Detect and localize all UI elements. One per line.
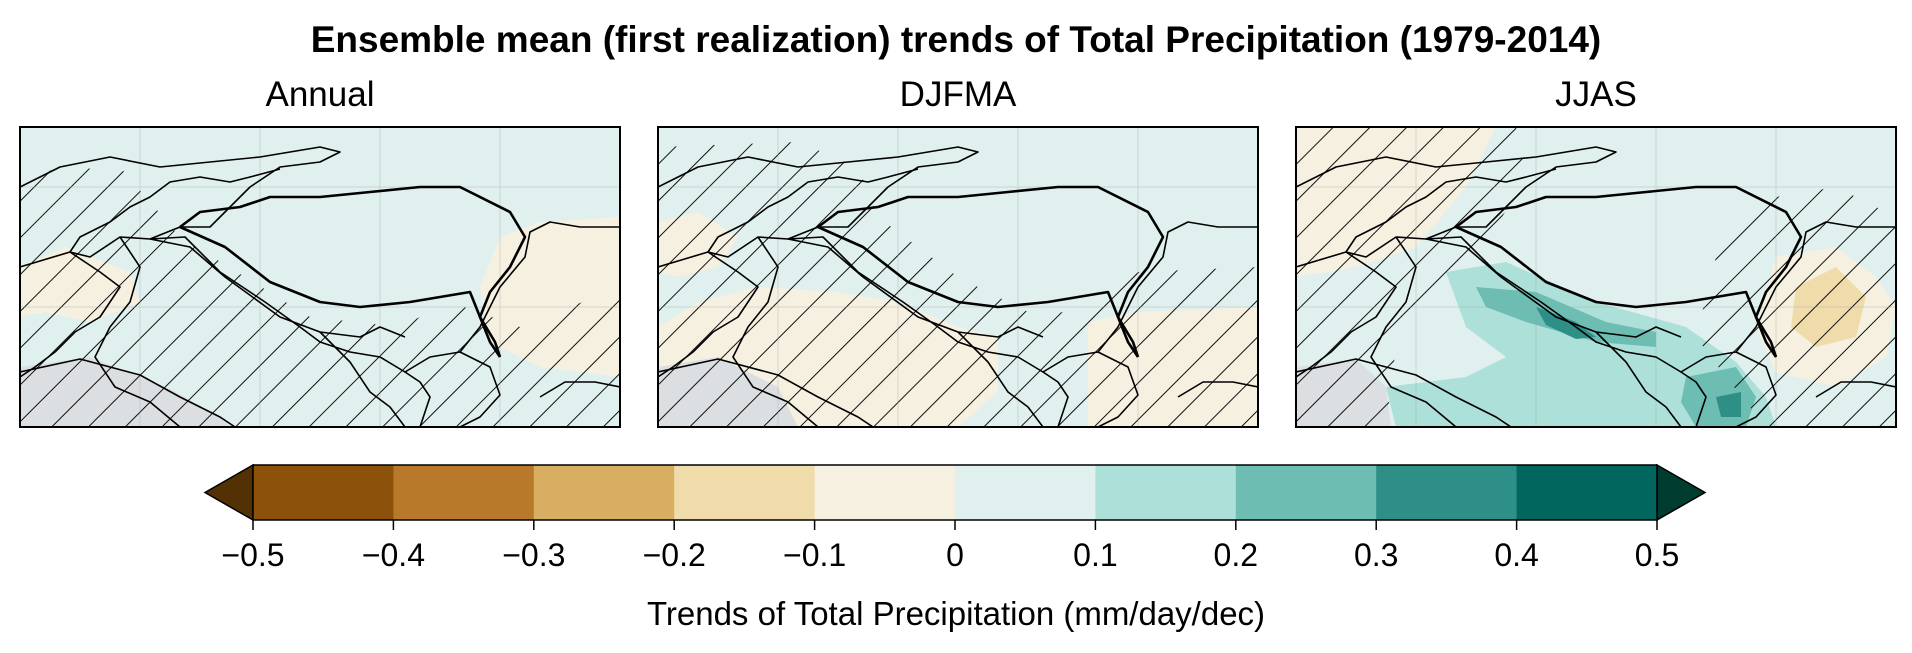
colorbar-tick-label: −0.3 [502, 537, 565, 573]
plateau-contour [1455, 185, 1803, 358]
country-borders [1296, 146, 1896, 427]
colorbar-segment [1376, 465, 1518, 520]
colorbar-segment [393, 465, 535, 520]
graticule [1296, 127, 1896, 427]
colorbar-segment [955, 465, 1096, 520]
map-panel-jjas [1295, 126, 1897, 428]
colorbar-extend-min [203, 463, 254, 522]
hatched-region [20, 167, 620, 427]
colorbar-tick-label: 0 [946, 537, 964, 573]
colorbar-label: Trends of Total Precipitation (mm/day/de… [647, 595, 1265, 632]
colorbar-tick-label: −0.4 [362, 537, 425, 573]
country-borders [20, 146, 620, 427]
graticule [658, 127, 1258, 427]
trend-region-positive [1476, 287, 1656, 347]
colorbar-segment [1235, 465, 1377, 520]
map-panel-djfma [657, 126, 1259, 428]
colorbar-tick-label: 0.3 [1354, 537, 1398, 573]
panel-title-djfma: DJFMA [900, 75, 1017, 114]
colorbar-tick-label: 0.5 [1635, 537, 1679, 573]
graticule [20, 127, 620, 427]
hatched-region [1296, 127, 1526, 427]
panel-title-jjas: JJAS [1555, 75, 1637, 114]
colorbar-segment [533, 465, 675, 520]
colorbar-segment [253, 465, 394, 520]
colorbar-tick-label: −0.2 [643, 537, 706, 573]
map-frame [657, 126, 1259, 428]
colorbar-tick-label: 0.4 [1494, 537, 1538, 573]
colorbar-extend-max [1656, 463, 1707, 522]
colorbar-tick-label: −0.1 [783, 537, 846, 573]
colorbar: −0.5 −0.4 −0.3 −0.2 −0.1 0 0.1 0.2 0.3 0.4 0.5 [203, 463, 1707, 573]
map-panel-annual [19, 126, 621, 428]
hatched-region [1696, 187, 1896, 427]
colorbar-tick-label: −0.5 [221, 537, 284, 573]
trend-region-positive [1716, 392, 1741, 417]
colorbar-segment [1095, 465, 1237, 520]
colorbar-segment [814, 465, 956, 520]
map-frame [19, 126, 621, 428]
figure-title: Ensemble mean (first realization) trends… [311, 19, 1602, 60]
trend-region-positive [1386, 262, 1776, 427]
country-borders [658, 146, 1258, 427]
colorbar-segment [1516, 465, 1658, 520]
colorbar-tick-label: 0.2 [1214, 537, 1258, 573]
hatched-region [658, 142, 1258, 427]
plateau-contour [817, 185, 1165, 358]
panel-title-annual: Annual [266, 75, 375, 114]
map-frame [1295, 126, 1897, 428]
colorbar-tick-label: 0.1 [1073, 537, 1117, 573]
plateau-contour [179, 185, 527, 358]
colorbar-segment [674, 465, 816, 520]
